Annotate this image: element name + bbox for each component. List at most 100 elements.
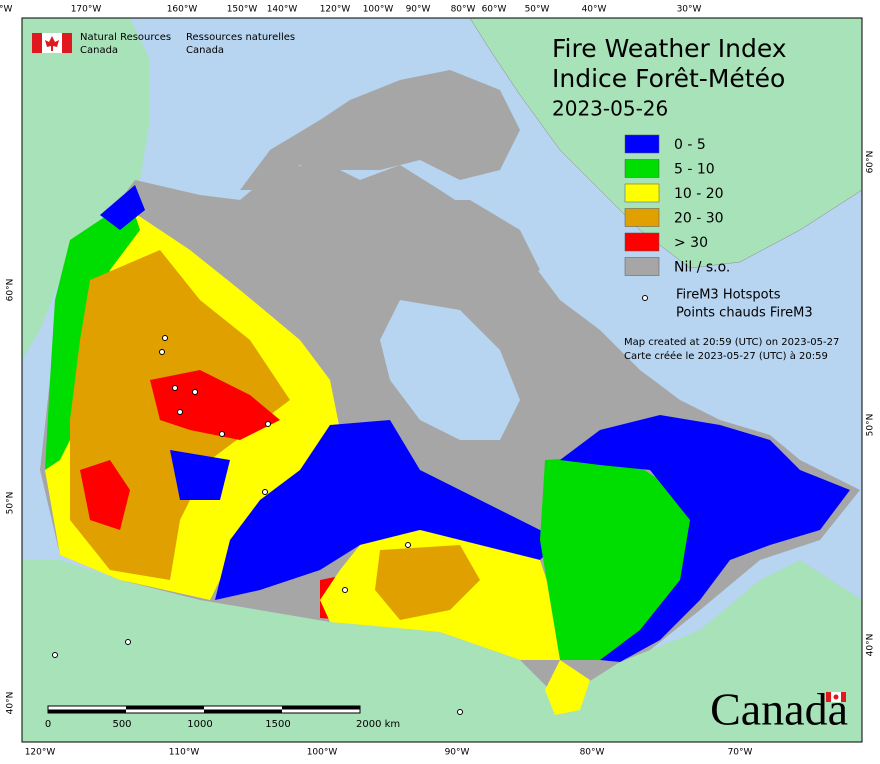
fwi-east-blue <box>560 415 850 662</box>
lon-label-bottom: 110°W <box>169 748 200 758</box>
lon-label-top: 60°W <box>482 5 507 15</box>
lon-label-top: 90°W <box>406 5 431 15</box>
lon-label-top: 120°W <box>320 5 351 15</box>
lat-label-right: 60°N <box>866 151 876 174</box>
scale-label: 500 <box>112 719 131 730</box>
map-frame <box>21 17 863 743</box>
scale-segment <box>126 706 204 710</box>
baffin <box>420 200 540 280</box>
lat-label-left: 60°N <box>6 279 16 302</box>
legend-hotspot <box>642 295 648 301</box>
fwi-south-ontario <box>545 660 590 715</box>
scale-labels: 0 500 1000 1500 2000 km <box>45 719 400 730</box>
hotspots <box>52 335 463 715</box>
lat-label-right: 50°N <box>866 414 876 437</box>
scale-segment <box>48 709 126 713</box>
hotspot <box>405 542 411 548</box>
wordmark-leaf <box>833 694 839 700</box>
lon-label-top: 30°W <box>677 5 702 15</box>
fwi-red-north <box>150 370 280 440</box>
lon-label-top: 100°W <box>363 5 394 15</box>
hotspot <box>265 421 271 427</box>
legend-swatch <box>624 159 660 178</box>
scale-label: 1500 <box>265 719 290 730</box>
hotspot <box>159 349 165 355</box>
lat-label-left: 50°N <box>6 492 16 515</box>
lon-label-top: 150°W <box>227 5 258 15</box>
hudson-bay <box>380 300 520 440</box>
lon-label-bottom: 100°W <box>307 748 338 758</box>
hotspot <box>219 431 225 437</box>
hotspot <box>262 489 268 495</box>
legend-label: 5 - 10 <box>674 162 715 178</box>
wordmark: Canada <box>710 684 848 735</box>
arctic-islands <box>240 70 520 190</box>
legend-label: 20 - 30 <box>674 211 724 227</box>
hotspot <box>457 709 463 715</box>
agency-fr: Ressources naturelles <box>186 32 295 43</box>
scale-label: 2000 km <box>356 719 400 730</box>
legend-swatch <box>624 257 660 276</box>
legend-hotspot-label: FireM3 Hotspots <box>676 288 781 303</box>
legend-label: 0 - 5 <box>674 137 706 153</box>
hotspot <box>125 639 131 645</box>
legend-swatch <box>624 208 660 227</box>
lon-label-top: 160°W <box>167 5 198 15</box>
lon-label-bottom: 120°W <box>25 748 56 758</box>
wordmark-flag <box>841 692 846 702</box>
legend-swatch <box>624 232 660 252</box>
hotspot <box>162 335 168 341</box>
legend-swatch <box>624 183 660 203</box>
legend-label: 10 - 20 <box>674 186 724 202</box>
canada-wordmark: Canada <box>710 684 848 735</box>
fwi-coast-blue <box>100 185 145 230</box>
hotspot <box>52 652 58 658</box>
lon-label-top: 80°W <box>451 5 476 15</box>
lon-label-top: 50°W <box>525 5 550 15</box>
hotspot <box>342 587 348 593</box>
scale-label: 0 <box>45 719 51 730</box>
scale-label: 1000 <box>187 719 212 730</box>
map-date: 2023-05-26 <box>552 97 668 121</box>
legend-swatch <box>624 134 660 154</box>
legend: 0 - 5 5 - 10 10 - 20 20 - 30 > 30 Nil / s.o. F… <box>624 134 813 321</box>
legend-hotspot-label: Points chauds FireM3 <box>676 306 813 321</box>
agency-en: Natural Resources <box>80 32 171 43</box>
title-fr: Indice Forêt-Météo <box>552 64 785 93</box>
flag-left <box>32 33 42 53</box>
maple-leaf <box>45 36 59 51</box>
lon-label-top: 40°W <box>582 5 607 15</box>
agency-en: Canada <box>80 45 118 56</box>
lat-label-left: 40°N <box>6 692 16 715</box>
lon-label-bottom: 90°W <box>445 748 470 758</box>
note-en: Map created at 20:59 (UTC) on 2023-05-27 <box>624 337 839 348</box>
lon-label-top: 20°W <box>0 5 13 15</box>
hotspot <box>177 409 183 415</box>
scale-segment <box>282 706 360 710</box>
wordmark-flag <box>826 692 831 702</box>
fwi-west-blue <box>170 450 230 500</box>
usa <box>22 560 862 742</box>
frame-border <box>21 17 863 743</box>
legend-label: Nil / s.o. <box>674 260 730 276</box>
hotspot <box>192 389 198 395</box>
lon-label-bottom: 80°W <box>580 748 605 758</box>
legend-label: > 30 <box>674 235 708 251</box>
flag-right <box>62 33 72 53</box>
scale-bar <box>47 705 361 714</box>
lon-label-bottom: 70°W <box>728 748 753 758</box>
title-en: Fire Weather Index <box>552 34 787 63</box>
hotspot <box>172 385 178 391</box>
lon-label-top: 140°W <box>267 5 298 15</box>
fwi-central-blue <box>215 420 560 600</box>
fwi-red-bc <box>80 460 130 530</box>
scale-segment <box>204 709 282 713</box>
graticule-labels: 170°W 160°W 150°W 140°W 120°W 100°W 90°W 80°W 60… <box>0 5 876 758</box>
lat-label-right: 40°N <box>866 634 876 657</box>
agency-fr: Canada <box>186 45 224 56</box>
alaska <box>22 18 150 360</box>
note-fr: Carte créée le 2023-05-27 (UTC) à 20:59 <box>624 350 828 362</box>
fwi-quebec-green <box>540 455 690 660</box>
fwi-coast-green <box>45 200 140 470</box>
